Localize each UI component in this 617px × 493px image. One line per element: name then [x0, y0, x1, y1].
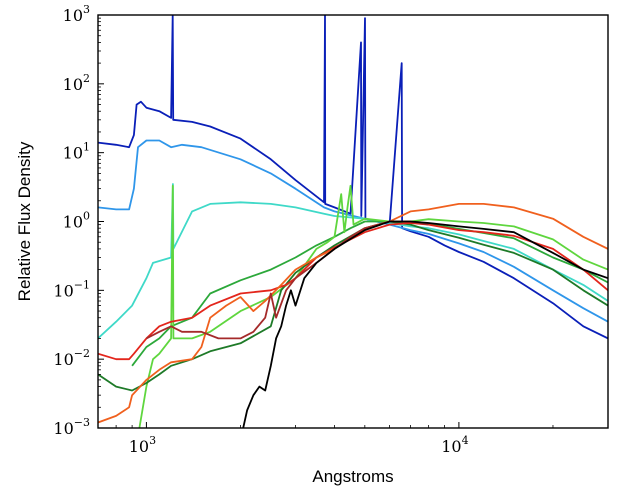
spectrum-line-10: [242, 220, 608, 428]
x-axis-label: Angstroms: [312, 467, 393, 486]
spectrum-line-2: [98, 139, 608, 323]
y-tick-label: 100: [63, 210, 90, 232]
y-tick-label: 102: [63, 72, 90, 94]
spectrum-line-3: [98, 183, 608, 340]
series-group: [98, 15, 608, 428]
spectrum-line-5: [138, 184, 608, 428]
spectrum-line-9: [145, 220, 429, 340]
tick-group: 10−3 10−2 10−1 100 101 102 103 103 104: [53, 3, 609, 456]
spectrum-line-6: [98, 220, 608, 392]
spectrum-line-8: [98, 203, 608, 424]
x-tick-label: 103: [129, 434, 156, 456]
y-axis-label: Relative Flux Density: [15, 141, 34, 301]
y-tick-label: 10−2: [53, 347, 90, 369]
y-tick-label: 103: [63, 3, 90, 25]
y-tick-label: 10−3: [53, 416, 90, 438]
spectrum-line-1: [98, 15, 608, 340]
y-tick-label: 101: [63, 141, 90, 163]
y-tick-label: 10−1: [53, 278, 90, 300]
x-tick-label: 104: [441, 434, 468, 456]
spectrum-line-4: [131, 220, 608, 367]
